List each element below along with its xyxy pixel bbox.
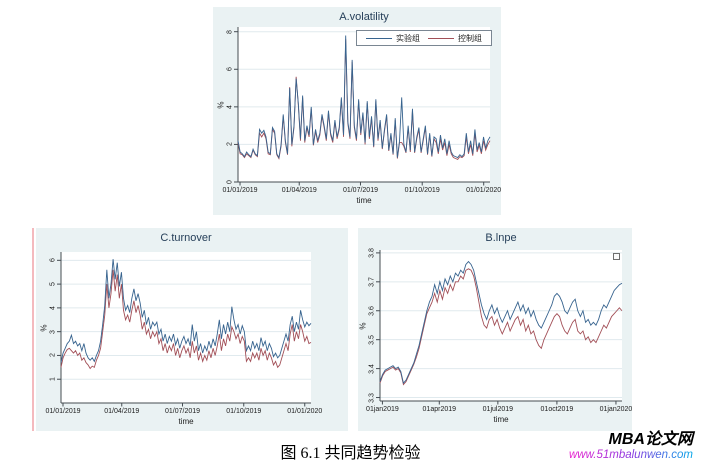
x-tick-label: 01/01/2020 — [466, 187, 502, 194]
turnover-plot-svg — [57, 252, 312, 407]
watermark-url[interactable]: www.51mbalunwen.com — [568, 448, 693, 461]
turnover-plot-area — [57, 252, 312, 407]
y-tick-label: 6 — [49, 258, 57, 263]
y-tick-label: 3.7 — [368, 276, 376, 287]
y-tick-label: 3.6 — [368, 305, 376, 316]
series-line-treatment — [237, 35, 491, 159]
y-tick-label: 0 — [226, 180, 234, 184]
series-line-control — [379, 268, 623, 386]
y-tick-label: 2 — [49, 353, 57, 358]
x-axis-title: time — [356, 196, 372, 205]
y-tick-label: 3.5 — [368, 334, 376, 345]
legend-line-control — [428, 37, 454, 39]
series-line-treatment — [60, 259, 312, 363]
legend-line-treatment — [366, 37, 392, 39]
legend-label-control: 控制组 — [458, 33, 482, 43]
x-tick-label: 01jul2019 — [482, 406, 514, 413]
volatility-plot-svg — [234, 27, 491, 186]
legend: 实验组 控制组 — [356, 30, 492, 46]
legend-entry-treatment: 实验组 — [366, 33, 420, 44]
lnpe-plot-area — [376, 250, 623, 405]
x-tick-label: 01jan2020 — [599, 406, 633, 413]
chart-lnpe: B.lnpe 3.3 3.4 3.5 3.6 3.7 3.8 01jan2019 01apr20… — [358, 228, 632, 431]
x-tick-label: 01/04/2019 — [281, 187, 317, 194]
y-tick-label: 8 — [226, 29, 234, 34]
x-axis-title: time — [178, 417, 194, 426]
y-tick-label: 1 — [49, 377, 57, 382]
left-border-line — [32, 228, 34, 431]
y-tick-label: 3.3 — [368, 392, 376, 403]
y-tick-label: 2 — [226, 142, 234, 147]
lnpe-plot-svg — [376, 250, 623, 405]
y-axis-title: % — [39, 323, 49, 332]
watermark-site-name: MBA论文网 — [608, 431, 693, 448]
x-tick-label: 01/10/2019 — [226, 408, 262, 415]
legend-corner-marker — [613, 253, 620, 260]
watermark: MBA论文网 www.51mbalunwen.com — [569, 431, 693, 461]
x-tick-label: 01jan2019 — [366, 406, 399, 413]
y-tick-label: 4 — [49, 305, 57, 310]
y-tick-label: 5 — [49, 282, 57, 287]
series-line-control — [60, 269, 312, 370]
y-tick-label: 6 — [226, 67, 234, 72]
x-tick-label: 01apr2019 — [422, 406, 457, 413]
y-tick-label: 4 — [226, 104, 234, 109]
legend-entry-control: 控制组 — [428, 33, 482, 44]
volatility-title: A.volatility — [339, 11, 389, 23]
y-tick-label: 3.8 — [368, 248, 376, 258]
x-tick-label: 01/07/2019 — [342, 187, 378, 194]
volatility-plot-area — [234, 27, 491, 186]
y-axis-title: % — [358, 321, 368, 330]
turnover-title: C.turnover — [160, 232, 212, 244]
x-tick-label: 01/01/2019 — [222, 187, 258, 194]
y-tick-label: 3 — [49, 329, 57, 334]
y-axis-title: % — [216, 100, 226, 109]
x-tick-label: 01/01/2020 — [287, 408, 323, 415]
lnpe-title: B.lnpe — [485, 232, 517, 244]
x-tick-label: 01/04/2019 — [104, 408, 140, 415]
x-tick-label: 01oct2019 — [540, 406, 574, 413]
y-tick-label: 3.4 — [368, 363, 376, 374]
chart-turnover: C.turnover 1 2 3 4 5 6 01/01/2019 01/04/2019 01/0… — [36, 228, 348, 431]
figure-caption: 图 6.1 共同趋势检验 — [280, 445, 421, 462]
series-line-treatment — [379, 260, 623, 385]
legend-label-treatment: 实验组 — [396, 33, 420, 43]
x-tick-label: 01/10/2019 — [404, 187, 440, 194]
x-axis-title: time — [493, 415, 509, 424]
x-tick-label: 01/07/2019 — [164, 408, 201, 415]
x-tick-label: 01/01/2019 — [45, 408, 81, 415]
chart-volatility: A.volatility 0 2 4 6 8 01/01/2019 01/04/2019 01/… — [213, 7, 501, 215]
